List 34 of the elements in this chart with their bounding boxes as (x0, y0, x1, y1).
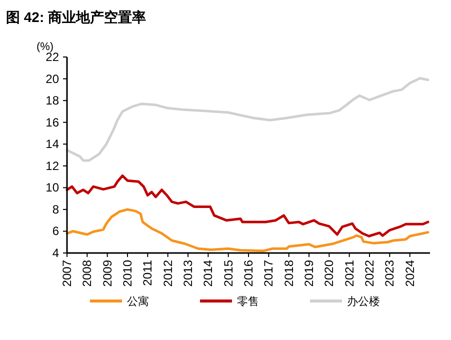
x-tick-label: 2016 (242, 260, 256, 287)
y-tick-label: 8 (52, 202, 60, 216)
x-tick-label: 2012 (160, 260, 175, 287)
x-tick-label: 2023 (382, 260, 397, 287)
x-tick-label: 2019 (302, 260, 316, 287)
y-tick-label: 20 (46, 72, 60, 86)
x-tick-label: 2013 (181, 260, 195, 287)
y-axis-title: (%) (36, 41, 54, 53)
x-tick-label: 2020 (322, 260, 336, 287)
x-tick-label: 2009 (100, 260, 114, 287)
x-tick-label: 2008 (80, 260, 94, 287)
x-tick-label: 2007 (60, 260, 74, 287)
y-tick-label: 14 (46, 137, 60, 152)
y-tick-label: 12 (46, 158, 60, 173)
x-tick-label: 2017 (262, 260, 276, 287)
x-tick-label: 2011 (140, 260, 155, 286)
x-tick-label: 2010 (120, 260, 134, 287)
legend-label: 零售 (237, 296, 259, 308)
y-tick-label: 16 (46, 115, 60, 130)
legend-label: 公寓 (127, 295, 149, 308)
x-tick-label: 2015 (221, 260, 236, 287)
x-tick-label: 2022 (362, 260, 376, 287)
chart-title: 图 42: 商业地产空置率 (6, 9, 146, 25)
y-tick-label: 18 (46, 94, 60, 108)
x-tick-label: 2021 (342, 260, 356, 287)
line-series (66, 76, 430, 162)
x-tick-label: 2014 (201, 260, 216, 287)
x-tick-label: 2018 (282, 260, 296, 287)
y-tick-label: 10 (46, 180, 60, 195)
y-tick-label: 6 (52, 224, 60, 238)
legend-label: 办公楼 (347, 295, 380, 308)
x-tick-label: 2024 (402, 260, 417, 287)
y-tick-label: 4 (52, 246, 60, 260)
line-series (66, 174, 430, 238)
